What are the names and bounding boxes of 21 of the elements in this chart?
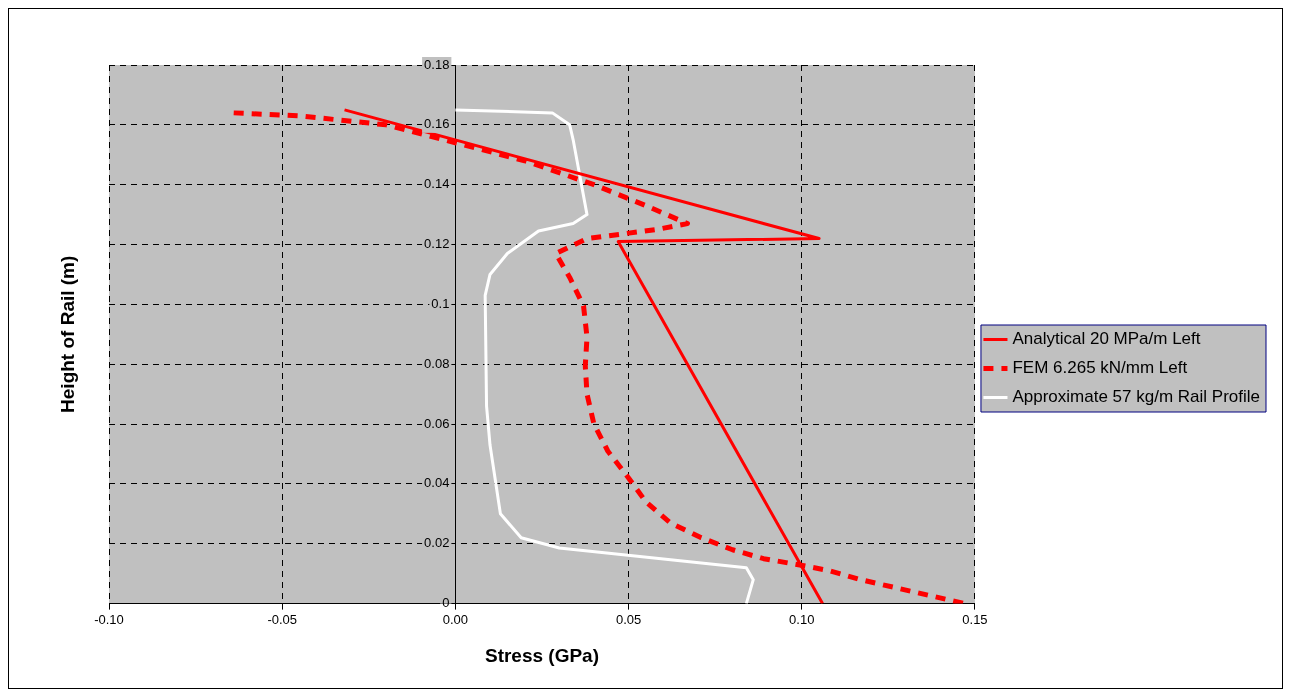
x-tick-label: 0.10 bbox=[789, 611, 815, 627]
legend-label: Analytical 20 MPa/m Left bbox=[1012, 329, 1201, 349]
x-tick-label: 0.15 bbox=[962, 611, 988, 627]
y-tick-label: 0.06 bbox=[424, 415, 450, 431]
y-tick-label: 0.12 bbox=[424, 236, 450, 252]
y-tick-label: 0.02 bbox=[424, 535, 450, 551]
legend-label: Approximate 57 kg/m Rail Profile bbox=[1012, 387, 1260, 407]
y-tick-label: 0.16 bbox=[424, 116, 450, 132]
x-tick-label: -0.05 bbox=[267, 611, 298, 627]
y-tick-label: 0 bbox=[442, 595, 450, 611]
y-tick-label: 0.18 bbox=[424, 56, 450, 72]
x-tick-label: 0.00 bbox=[442, 611, 469, 627]
x-axis-title: Stress (GPa) bbox=[484, 644, 599, 666]
y-tick-label: 0.14 bbox=[424, 176, 450, 192]
y-tick-label: 0.04 bbox=[424, 475, 450, 491]
y-tick-label: 0.1 bbox=[431, 295, 450, 311]
y-tick-label: 0.08 bbox=[424, 355, 450, 371]
y-axis-title: Height of Rail (m) bbox=[57, 255, 79, 413]
x-tick-label: -0.10 bbox=[94, 611, 124, 627]
x-tick-label: 0.05 bbox=[615, 611, 642, 627]
legend-label: FEM 6.265 kN/mm Left bbox=[1012, 358, 1188, 378]
